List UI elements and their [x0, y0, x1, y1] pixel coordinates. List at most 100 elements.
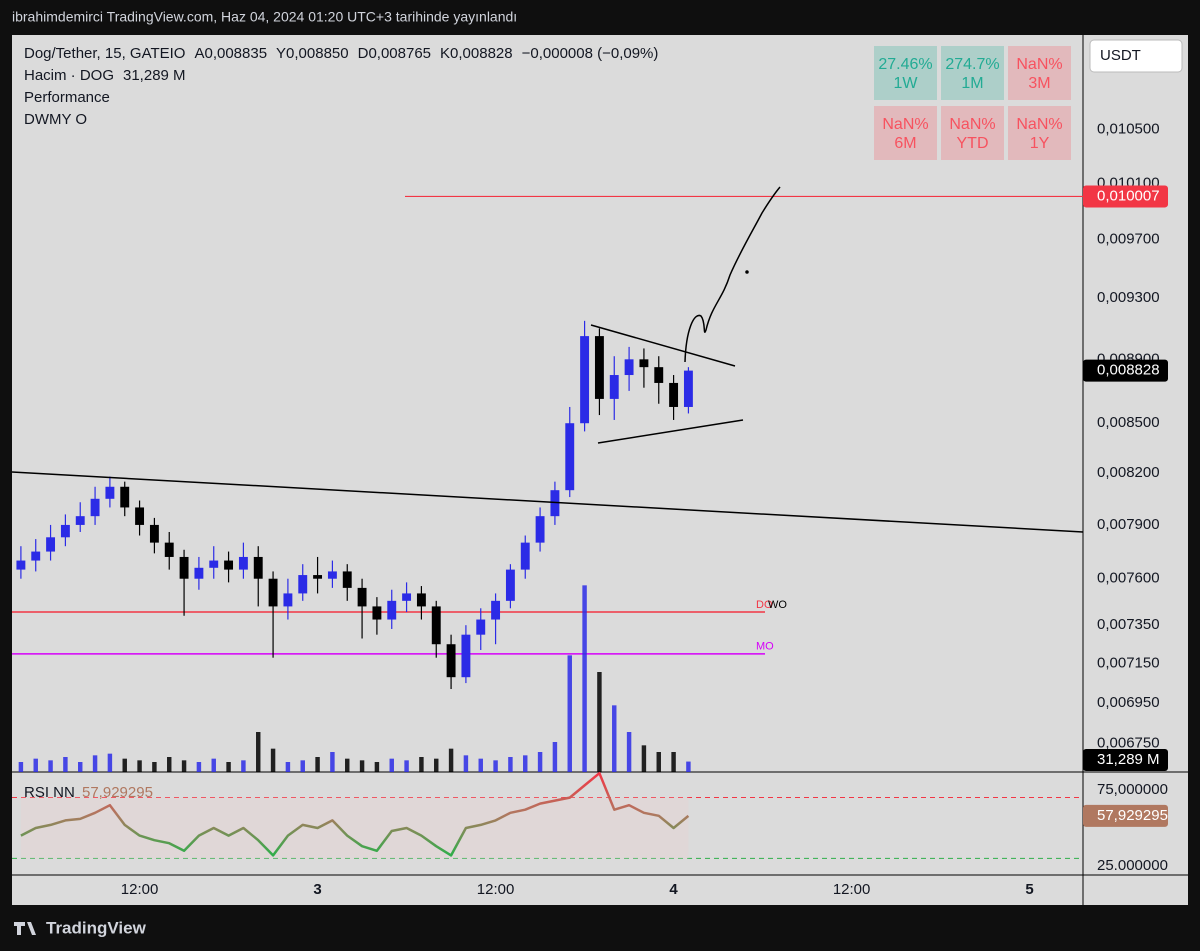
volume-bar: [404, 760, 409, 772]
alert-tag-label: 0,010007: [1097, 187, 1160, 204]
volume-bar: [419, 757, 424, 772]
performance-period: 1Y: [1030, 135, 1050, 152]
candle-body: [105, 486, 115, 499]
performance-period: 1W: [894, 75, 919, 92]
volume-title: Hacim · DOG: [24, 67, 114, 84]
volume-bar: [641, 745, 647, 772]
rsi-value: 57,929295: [82, 784, 153, 801]
x-tick-label: 4: [669, 881, 678, 898]
last-price-label: 0,008828: [1097, 362, 1160, 379]
candle-body: [669, 382, 679, 407]
alert-tag: [1083, 185, 1168, 208]
volume-bar: [656, 752, 661, 772]
performance-cell: [874, 106, 937, 160]
candle-body: [550, 490, 560, 517]
volume-bar: [359, 760, 365, 772]
volume-bar: [345, 758, 350, 772]
candle-body: [446, 644, 456, 678]
volume-bar: [552, 742, 558, 772]
volume-bar: [315, 757, 320, 772]
candle-body: [580, 336, 590, 424]
rsi-tag-label: 57,929295: [1097, 807, 1168, 824]
volume-bar: [137, 760, 142, 772]
x-tick-label: 12:00: [833, 881, 871, 898]
candle-body: [327, 571, 337, 579]
candle-body: [609, 375, 619, 399]
candle-body: [135, 507, 145, 525]
rsi-background: [20, 797, 689, 859]
volume-bar: [211, 758, 216, 772]
volume-bar: [434, 758, 439, 772]
volume-tag: [1083, 749, 1168, 771]
last-price-tag: [1083, 359, 1168, 382]
candle-body: [624, 359, 634, 376]
volume-bar: [597, 672, 602, 772]
volume-bar: [48, 760, 53, 772]
logo-icon: [14, 922, 36, 935]
candle-body: [505, 569, 515, 601]
y-tick-label: 0,007350: [1097, 616, 1160, 633]
candle-body: [253, 556, 263, 579]
y-tick-label: 0,007900: [1097, 516, 1160, 533]
candle-body: [520, 542, 530, 570]
volume-bar: [686, 761, 691, 772]
currency-box[interactable]: [1089, 39, 1183, 73]
y-tick-label: 0,008200: [1097, 464, 1160, 481]
performance-value: 274.7%: [945, 56, 999, 73]
candle-body: [639, 359, 649, 368]
candle-body: [75, 516, 85, 525]
candle-body: [16, 560, 26, 570]
y-tick-label: 0,008500: [1097, 414, 1160, 431]
candle-body: [372, 606, 382, 620]
volume-bar: [478, 758, 483, 772]
candle-body: [60, 524, 70, 538]
volume-bar: [626, 732, 632, 772]
level-label: WO: [768, 599, 787, 611]
volume-bar: [152, 762, 157, 772]
candle-body: [46, 537, 56, 552]
ohlc: Y0,008850: [276, 45, 349, 62]
volume-bar: [463, 755, 469, 772]
candle-body: [238, 556, 248, 570]
volume-bar: [63, 757, 68, 772]
y-tick-label: 0,007150: [1097, 654, 1160, 671]
candle-body: [594, 336, 604, 399]
candle-body: [387, 600, 397, 620]
candle-body: [683, 370, 693, 407]
volume-bar: [508, 757, 513, 772]
candle-body: [268, 578, 278, 607]
volume-bar: [270, 748, 276, 772]
candle-body: [90, 498, 100, 517]
candle-body: [357, 587, 367, 607]
rsi-line: [20, 771, 690, 857]
volume-bar: [389, 758, 394, 772]
y-tick-label: 0,009300: [1097, 289, 1160, 306]
indicator: DWMY O: [24, 111, 88, 128]
volume-bar: [671, 752, 676, 772]
indicator: Performance: [24, 89, 110, 106]
rsi-tick-label: 75,000000: [1097, 781, 1168, 798]
y-tick-label: 0,007600: [1097, 570, 1160, 587]
volume-bar: [582, 585, 587, 772]
symbol-title: Dog/Tether, 15, GATEIO: [24, 45, 186, 62]
volume-bar: [523, 755, 528, 772]
candle-body: [565, 423, 575, 491]
volume-bar: [107, 753, 113, 772]
x-tick-label: 12:00: [121, 881, 159, 898]
x-tick-label: 3: [313, 881, 321, 898]
candle-body: [461, 634, 471, 678]
volume-bar: [181, 760, 187, 772]
volume-bar: [300, 760, 305, 772]
candle-body: [535, 516, 545, 543]
triangle-top: [590, 324, 736, 367]
volume-bar: [448, 748, 454, 772]
y-tick-label: 0,009700: [1097, 231, 1160, 248]
volume-bar: [18, 762, 24, 772]
volume-tag-label: 31,289 M: [1097, 751, 1160, 768]
performance-value: NaN%: [882, 116, 928, 133]
volume-value: 31,289 M: [123, 67, 186, 84]
performance-cell: [1008, 106, 1071, 160]
freehand-arrow: [684, 186, 781, 363]
volume-bar: [78, 762, 83, 772]
ohlc: D0,008765: [357, 45, 432, 62]
